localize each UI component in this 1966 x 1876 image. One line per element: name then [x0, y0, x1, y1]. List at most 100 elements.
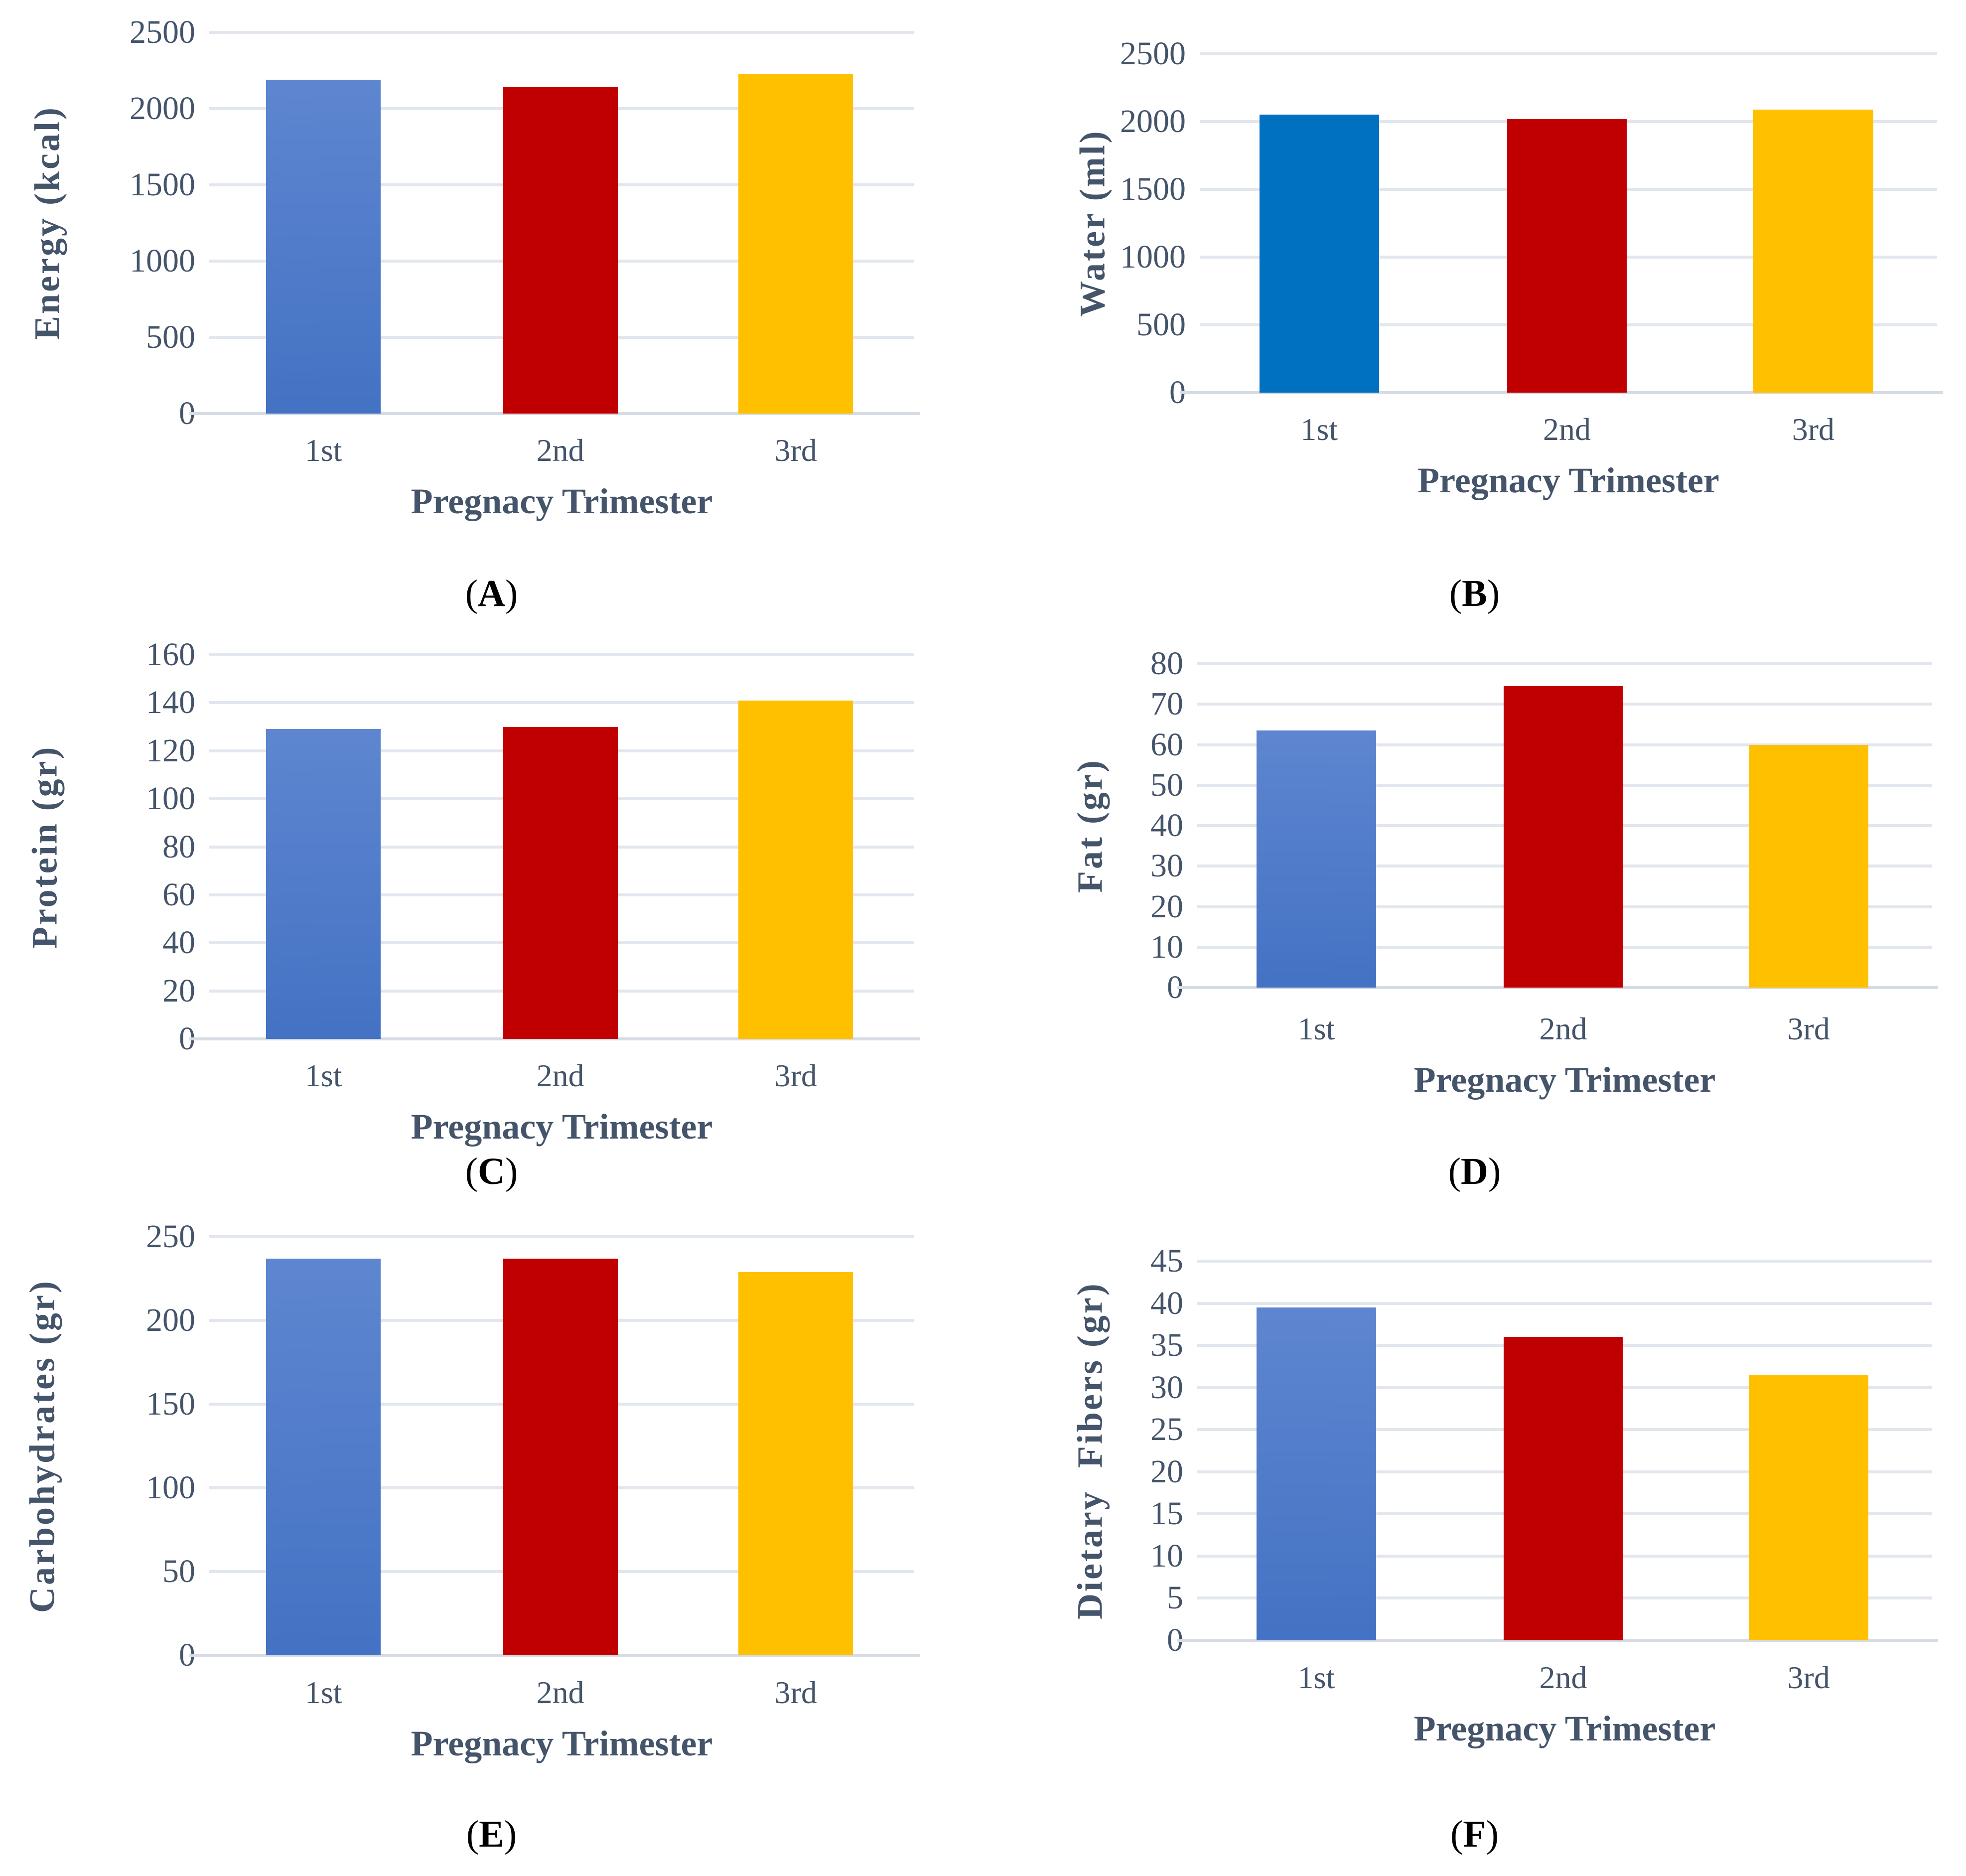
y-tick-label-1000: 1000 [130, 243, 195, 279]
y-tick-label-35: 35 [1150, 1327, 1183, 1364]
gridline-y-160 [209, 653, 914, 656]
y-tick-label-160: 160 [146, 636, 195, 673]
x-category-label-3rd-trimester: 3rd [774, 1675, 817, 1710]
x-category-label-3rd-trimester: 3rd [1792, 412, 1835, 447]
y-tick-label-80: 80 [1150, 645, 1183, 682]
y-tick-label-2000: 2000 [1120, 103, 1186, 140]
paren-close: ) [1488, 1151, 1501, 1192]
bar-3rd-trimester [738, 1272, 853, 1655]
x-axis-title: Pregnacy Trimester [411, 1107, 713, 1147]
x-category-label-1st-trimester: 1st [304, 1675, 342, 1710]
bar-2nd-trimester [1507, 119, 1627, 393]
x-category-label-1st-trimester: 1st [304, 1058, 342, 1093]
x-category-label-2nd-trimester: 2nd [536, 1058, 584, 1093]
gridline-y-40 [1197, 1301, 1932, 1305]
paren-open: ( [1449, 573, 1462, 614]
paren-open: ( [466, 1813, 479, 1855]
paren-close: ) [1487, 573, 1500, 614]
bar-3rd-trimester [738, 74, 853, 414]
x-axis-title: Pregnacy Trimester [1413, 1709, 1716, 1748]
y-axis-tick-labels: 80 70 60 50 40 30 20 10 0 [983, 647, 1183, 1004]
y-tick-label-2000: 2000 [130, 90, 195, 127]
y-tick-label-40: 40 [1150, 807, 1183, 844]
x-axis-title: Pregnacy Trimester [411, 1724, 713, 1763]
bar-2nd-trimester [503, 726, 618, 1039]
panel-letter-char: E [479, 1813, 504, 1855]
panel-a-energy-chart: Energy (kcal) 2500 2000 1500 1000 500 0 1st 2n… [0, 0, 983, 628]
panel-d-fat-chart: Fat (gr) 80 70 60 50 40 30 20 10 0 1st 2nd 3rd Pre… [983, 628, 1966, 1221]
y-tick-label-100: 100 [146, 1469, 195, 1506]
plot-area [1180, 52, 1943, 394]
bar-1st-trimester [266, 729, 381, 1039]
gridline-y-140 [209, 701, 914, 705]
bar-3rd-trimester [1749, 744, 1869, 988]
bar-2nd-trimester [1503, 686, 1623, 988]
gridline-y-80 [1197, 662, 1932, 665]
panel-letter: (E) [0, 1813, 983, 1856]
x-category-label-2nd-trimester: 2nd [1539, 1660, 1587, 1695]
y-tick-label-20: 20 [162, 972, 195, 1009]
y-axis-tick-labels: 2500 2000 1500 1000 500 0 [983, 37, 1186, 409]
y-tick-label-40: 40 [162, 924, 195, 961]
x-axis-category-labels: 1st 2nd 3rd [1197, 1662, 1932, 1702]
y-tick-label-30: 30 [1150, 848, 1183, 884]
panel-b-water-chart: Water (ml) 2500 2000 1500 1000 500 0 1st 2nd 3r… [983, 0, 1966, 628]
gridline-y-2500 [1200, 52, 1937, 55]
panel-e-carbohydrates-chart: Carbohydrates (gr) 250 200 150 100 50 0 1st 2n… [0, 1218, 983, 1876]
y-tick-label-20: 20 [1150, 1453, 1183, 1490]
x-category-label-1st-trimester: 1st [1297, 1011, 1335, 1046]
plot-area [1177, 662, 1938, 989]
panel-letter: (C) [0, 1151, 983, 1193]
bar-1st-trimester [266, 1258, 381, 1655]
bar-2nd-trimester [1503, 1337, 1623, 1640]
paren-open: ( [1450, 1813, 1463, 1855]
y-tick-label-70: 70 [1150, 686, 1183, 722]
plot-area [189, 1235, 920, 1657]
y-tick-label-30: 30 [1150, 1369, 1183, 1406]
paren-open: ( [465, 1151, 478, 1192]
y-tick-label-1500: 1500 [1120, 171, 1186, 207]
x-axis-line [1177, 986, 1938, 989]
x-category-label-2nd-trimester: 2nd [1543, 412, 1591, 447]
bar-2nd-trimester [503, 87, 618, 414]
bar-3rd-trimester [1753, 109, 1873, 393]
x-axis-line [189, 1654, 920, 1657]
x-category-label-3rd-trimester: 3rd [774, 433, 817, 468]
y-tick-label-1000: 1000 [1120, 239, 1186, 275]
plot-area [189, 653, 920, 1040]
x-axis-line [1177, 1639, 1938, 1642]
panel-letter: (F) [983, 1813, 1966, 1856]
x-axis-title: Pregnacy Trimester [1413, 1060, 1716, 1100]
x-axis-title: Pregnacy Trimester [1417, 460, 1719, 500]
y-tick-label-250: 250 [146, 1218, 195, 1255]
x-axis-category-labels: 1st 2nd 3rd [209, 1060, 914, 1100]
x-axis-category-labels: 1st 2nd 3rd [209, 434, 914, 474]
y-tick-label-500: 500 [146, 319, 195, 355]
x-axis-line [1180, 391, 1943, 394]
y-tick-label-60: 60 [162, 876, 195, 913]
y-tick-label-60: 60 [1150, 726, 1183, 763]
x-category-label-1st-trimester: 1st [1297, 1660, 1335, 1695]
paren-close: ) [504, 1813, 517, 1855]
y-tick-label-1500: 1500 [130, 166, 195, 203]
x-axis-category-labels: 1st 2nd 3rd [1197, 1013, 1932, 1053]
y-tick-label-5: 5 [1167, 1580, 1183, 1616]
plot-area [1177, 1260, 1938, 1642]
paren-open: ( [465, 573, 478, 614]
y-axis-tick-labels: 2500 2000 1500 1000 500 0 [0, 16, 195, 430]
panel-letter-char: F [1463, 1813, 1486, 1855]
x-axis-line [189, 1037, 920, 1040]
y-tick-label-50: 50 [1150, 766, 1183, 803]
x-axis-category-labels: 1st 2nd 3rd [209, 1677, 914, 1717]
panel-letter-char: D [1461, 1151, 1488, 1192]
bar-1st-trimester [1257, 1307, 1376, 1640]
panel-f-dietary-fibers-chart: Dietary Fibers (gr) 45 40 35 30 25 20 15 10 5 0 1… [983, 1221, 1966, 1876]
x-category-label-2nd-trimester: 2nd [536, 433, 584, 468]
panel-letter: (D) [983, 1151, 1966, 1193]
paren-close: ) [505, 1151, 518, 1192]
y-tick-label-40: 40 [1150, 1285, 1183, 1321]
x-category-label-3rd-trimester: 3rd [1787, 1011, 1830, 1046]
y-tick-label-80: 80 [162, 828, 195, 865]
y-tick-label-20: 20 [1150, 888, 1183, 925]
